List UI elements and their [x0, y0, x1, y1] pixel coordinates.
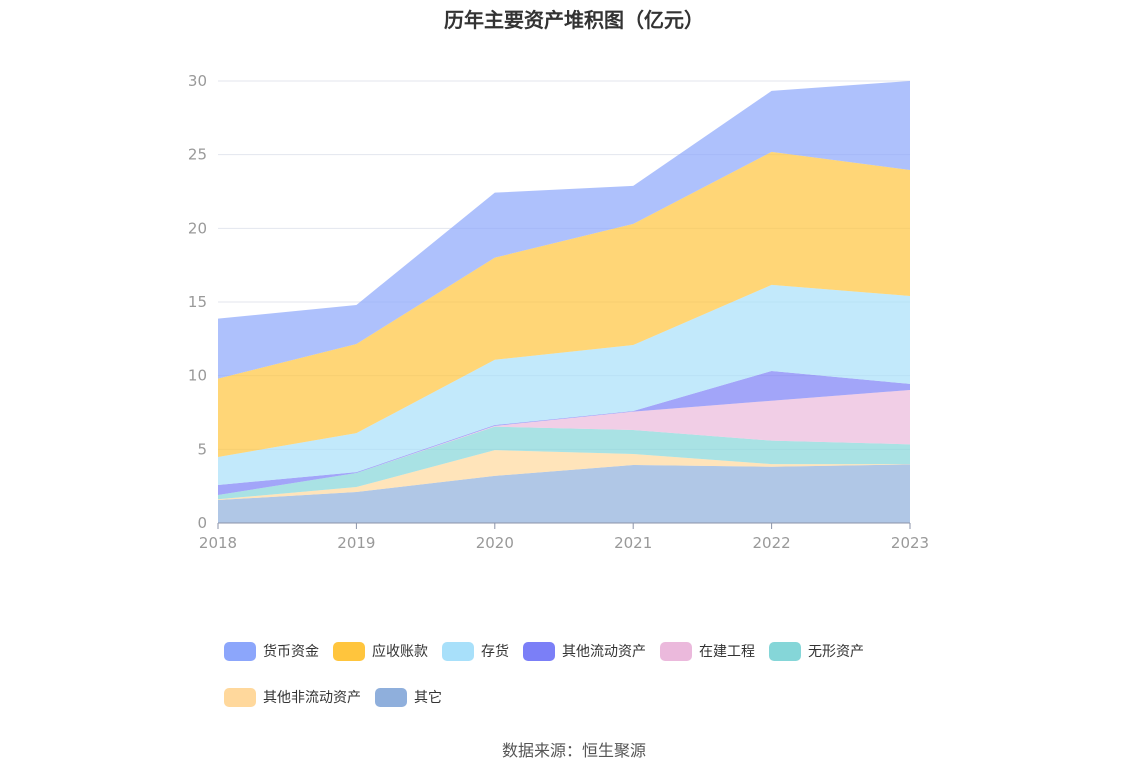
legend-label: 货币资金: [263, 644, 319, 660]
area-series-3: [218, 389, 910, 496]
y-tick-label: 5: [197, 440, 207, 458]
legend-item[interactable]: 无形资产: [769, 640, 864, 662]
legend-item[interactable]: 存货: [442, 640, 509, 662]
legend-label: 其他非流动资产: [263, 690, 361, 706]
legend-swatch: [523, 641, 555, 661]
legend-swatch: [660, 641, 692, 661]
y-tick-label: 15: [188, 293, 207, 311]
x-tick-label: 2023: [891, 534, 929, 552]
x-tick-label: 2022: [753, 534, 791, 552]
legend-label: 应收账款: [372, 644, 428, 660]
legend-swatch: [769, 641, 801, 661]
legend-item[interactable]: 货币资金: [224, 640, 319, 662]
y-tick-label: 10: [188, 367, 207, 385]
legend-label: 无形资产: [808, 644, 864, 660]
y-tick-label: 25: [188, 146, 207, 164]
area-series-0: [218, 464, 910, 523]
data-source: 数据来源：恒生聚源: [501, 741, 646, 760]
legend-swatch: [224, 687, 256, 707]
legend-item[interactable]: 其它: [375, 686, 442, 708]
x-tick-label: 2021: [614, 534, 652, 552]
legend-swatch: [375, 687, 407, 707]
legend: 货币资金 应收账款 存货 其他流动资产 在建工程 无形资产其他非流动资产 其它: [224, 640, 944, 708]
area-series-6: [218, 151, 910, 457]
legend-swatch: [442, 641, 474, 661]
x-tick-label: 2020: [476, 534, 514, 552]
stacked-area-chart: 0 5 10 15 20 25 30 2018 2019 2020 2021 2022 2023: [188, 72, 929, 552]
y-tick-label: 30: [188, 72, 207, 90]
area-series-2: [218, 426, 910, 500]
legend-swatch: [333, 641, 365, 661]
y-tick-label: 0: [197, 514, 207, 532]
area-series-5: [218, 284, 910, 485]
legend-item[interactable]: 应收账款: [333, 640, 428, 662]
area-series-1: [218, 450, 910, 501]
legend-label: 在建工程: [699, 644, 755, 660]
legend-item[interactable]: 在建工程: [660, 640, 755, 662]
legend-item[interactable]: 其他非流动资产: [224, 686, 361, 708]
legend-label: 其他流动资产: [562, 644, 646, 660]
area-series-7: [218, 81, 910, 379]
x-tick-label: 2018: [199, 534, 237, 552]
legend-label: 存货: [481, 644, 509, 660]
area-series-4: [218, 370, 910, 496]
x-tick-label: 2019: [337, 534, 375, 552]
legend-label: 其它: [414, 690, 442, 706]
y-tick-label: 20: [188, 219, 207, 237]
chart-title: 历年主要资产堆积图（亿元）: [444, 8, 704, 32]
legend-item[interactable]: 其他流动资产: [523, 640, 646, 662]
legend-swatch: [224, 641, 256, 661]
